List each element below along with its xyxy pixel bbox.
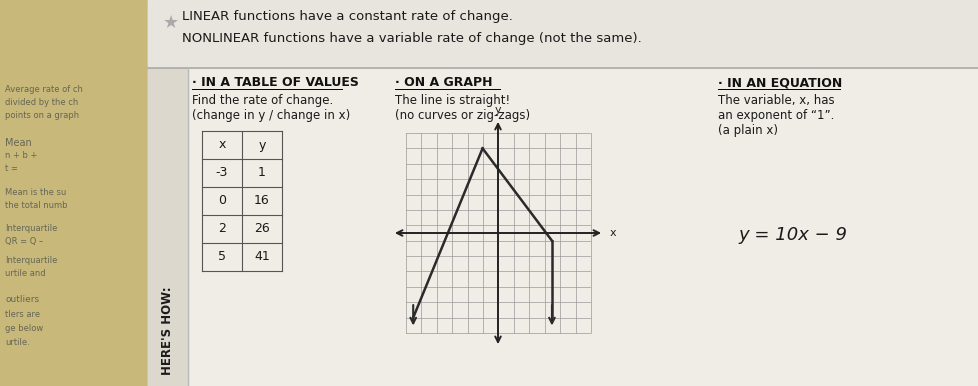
Text: (change in y / change in x): (change in y / change in x) (192, 109, 350, 122)
Text: Mean: Mean (5, 138, 31, 148)
Text: y: y (258, 139, 265, 151)
Text: The variable, x, has: The variable, x, has (717, 94, 834, 107)
Text: 0: 0 (218, 195, 226, 208)
Bar (0, 0, 148, 386)
Text: an exponent of “1”.: an exponent of “1”. (717, 109, 833, 122)
Text: 41: 41 (254, 251, 270, 264)
Text: x: x (609, 228, 616, 238)
Text: Average rate of ch: Average rate of ch (5, 85, 83, 94)
Text: y = 10x − 9: y = 10x − 9 (737, 226, 846, 244)
Text: 1: 1 (258, 166, 266, 179)
Text: 16: 16 (254, 195, 270, 208)
Text: (no curves or zig-zags): (no curves or zig-zags) (394, 109, 529, 122)
Text: 2: 2 (218, 222, 226, 235)
Text: NONLINEAR functions have a variable rate of change (not the same).: NONLINEAR functions have a variable rate… (182, 32, 642, 45)
Text: y: y (494, 105, 501, 115)
Text: · IN A TABLE OF VALUES: · IN A TABLE OF VALUES (192, 76, 359, 89)
Text: tlers are: tlers are (5, 310, 40, 319)
Text: 5: 5 (218, 251, 226, 264)
Text: Interquartile: Interquartile (5, 224, 58, 233)
Text: Mean is the su: Mean is the su (5, 188, 67, 197)
Text: urtile.: urtile. (5, 338, 29, 347)
Text: ★: ★ (162, 14, 179, 32)
Text: -3: -3 (215, 166, 228, 179)
Text: QR = Q –: QR = Q – (5, 237, 43, 246)
Text: HERE'S HOW:: HERE'S HOW: (161, 286, 174, 375)
Text: urtile and: urtile and (5, 269, 46, 278)
Text: · ON A GRAPH: · ON A GRAPH (394, 76, 492, 89)
Text: the total numb: the total numb (5, 201, 67, 210)
Text: (a plain x): (a plain x) (717, 124, 778, 137)
Bar (148, 68, 188, 386)
Bar (148, 0, 978, 386)
Text: points on a graph: points on a graph (5, 111, 79, 120)
Text: · IN AN EQUATION: · IN AN EQUATION (717, 76, 841, 89)
Text: LINEAR functions have a constant rate of change.: LINEAR functions have a constant rate of… (182, 10, 512, 23)
Text: Find the rate of change.: Find the rate of change. (192, 94, 333, 107)
Text: x: x (218, 139, 226, 151)
Bar (148, 0, 978, 68)
Text: t =: t = (5, 164, 18, 173)
Text: The line is straight!: The line is straight! (394, 94, 510, 107)
Text: 26: 26 (254, 222, 270, 235)
Text: n + b +: n + b + (5, 151, 37, 160)
Text: divided by the ch: divided by the ch (5, 98, 78, 107)
Text: ge below: ge below (5, 324, 43, 333)
Text: outliers: outliers (5, 295, 39, 304)
Text: Interquartile: Interquartile (5, 256, 58, 265)
